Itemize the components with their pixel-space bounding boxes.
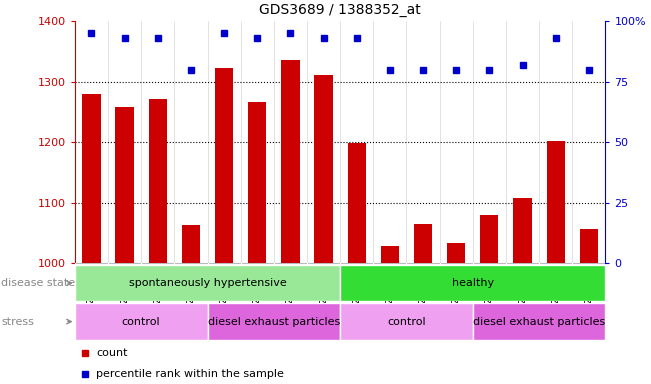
Text: diesel exhaust particles: diesel exhaust particles: [473, 316, 605, 327]
Bar: [75, 265, 340, 301]
Bar: [248, 102, 266, 263]
Text: GSM245163: GSM245163: [585, 268, 593, 323]
Text: GSM245155: GSM245155: [385, 268, 395, 323]
Text: control: control: [122, 316, 161, 327]
Text: GSM245160: GSM245160: [518, 268, 527, 323]
Text: GSM245143: GSM245143: [186, 268, 195, 323]
Bar: [381, 246, 399, 263]
Bar: [314, 75, 333, 263]
Bar: [580, 229, 598, 263]
Text: GSM245142: GSM245142: [153, 268, 162, 323]
Text: control: control: [387, 316, 426, 327]
Text: GSM245149: GSM245149: [286, 268, 295, 323]
Bar: [348, 143, 366, 263]
Bar: [473, 303, 605, 340]
Text: count: count: [96, 348, 128, 358]
Text: percentile rank within the sample: percentile rank within the sample: [96, 369, 284, 379]
Bar: [514, 198, 532, 263]
Text: GSM245151: GSM245151: [319, 268, 328, 323]
Bar: [547, 141, 565, 263]
Text: GSM245153: GSM245153: [352, 268, 361, 323]
Text: GSM245140: GSM245140: [87, 268, 96, 323]
Bar: [148, 99, 167, 263]
Text: GSM245157: GSM245157: [452, 268, 461, 323]
Text: disease state: disease state: [1, 278, 76, 288]
Bar: [215, 68, 233, 263]
Text: GSM245156: GSM245156: [419, 268, 428, 323]
Text: spontaneously hypertensive: spontaneously hypertensive: [129, 278, 286, 288]
Text: GSM245158: GSM245158: [485, 268, 494, 323]
Bar: [182, 225, 200, 263]
Text: healthy: healthy: [452, 278, 494, 288]
Bar: [447, 243, 465, 263]
Bar: [480, 215, 499, 263]
Bar: [340, 265, 605, 301]
Text: GSM245145: GSM245145: [219, 268, 229, 323]
Text: stress: stress: [1, 316, 34, 327]
Text: diesel exhaust particles: diesel exhaust particles: [208, 316, 340, 327]
Bar: [75, 303, 208, 340]
Title: GDS3689 / 1388352_at: GDS3689 / 1388352_at: [259, 3, 421, 17]
Text: GSM245141: GSM245141: [120, 268, 129, 323]
Bar: [281, 60, 299, 263]
Bar: [82, 94, 100, 263]
Bar: [115, 107, 133, 263]
Bar: [340, 303, 473, 340]
Bar: [414, 224, 432, 263]
Text: GSM245147: GSM245147: [253, 268, 262, 323]
Text: GSM245162: GSM245162: [551, 268, 561, 323]
Bar: [208, 303, 340, 340]
